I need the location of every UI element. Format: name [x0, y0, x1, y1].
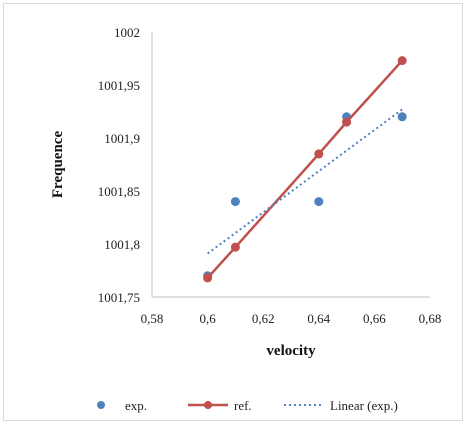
data-point [230, 197, 240, 207]
data-point [230, 242, 240, 252]
trendline [207, 108, 403, 255]
y-tick-label: 1001,9 [104, 131, 140, 146]
data-point [203, 273, 213, 283]
series-2 [203, 56, 407, 283]
tick-labels: 0,58 0,6 0,62 0,64 0,66 0,68 1001,75 1001,8 1001… [98, 25, 442, 326]
axes [151, 32, 430, 298]
x-axis-title: velocity [266, 343, 316, 359]
data-point [397, 112, 407, 122]
legend-exp-label: exp. [125, 398, 147, 413]
data-point [314, 197, 324, 207]
y-axis-title: Frequence [50, 131, 66, 199]
y-tick-label: 1001,75 [98, 290, 140, 305]
legend-exp-marker [97, 401, 105, 409]
x-tick-label: 0,6 [199, 311, 216, 326]
series-1 [203, 112, 407, 281]
legend-ref-marker [204, 401, 212, 409]
series-3 [207, 108, 403, 255]
series-layer [203, 56, 407, 283]
y-tick-label: 1002 [114, 25, 140, 40]
legend-linear-label: Linear (exp.) [330, 398, 398, 413]
x-tick-label: 0,58 [141, 311, 164, 326]
x-tick-label: 0,68 [419, 311, 442, 326]
legend: exp. ref. Linear (exp.) [97, 398, 398, 413]
x-tick-label: 0,64 [307, 311, 330, 326]
chart-frame [3, 3, 463, 421]
legend-ref-label: ref. [234, 398, 252, 413]
data-point [314, 149, 324, 159]
data-point [342, 117, 352, 127]
x-tick-label: 0,62 [252, 311, 275, 326]
y-tick-label: 1001,95 [98, 78, 140, 93]
y-tick-label: 1001,8 [104, 237, 140, 252]
x-tick-label: 0,66 [363, 311, 386, 326]
y-tick-label: 1001,85 [98, 184, 140, 199]
data-point [397, 56, 407, 66]
